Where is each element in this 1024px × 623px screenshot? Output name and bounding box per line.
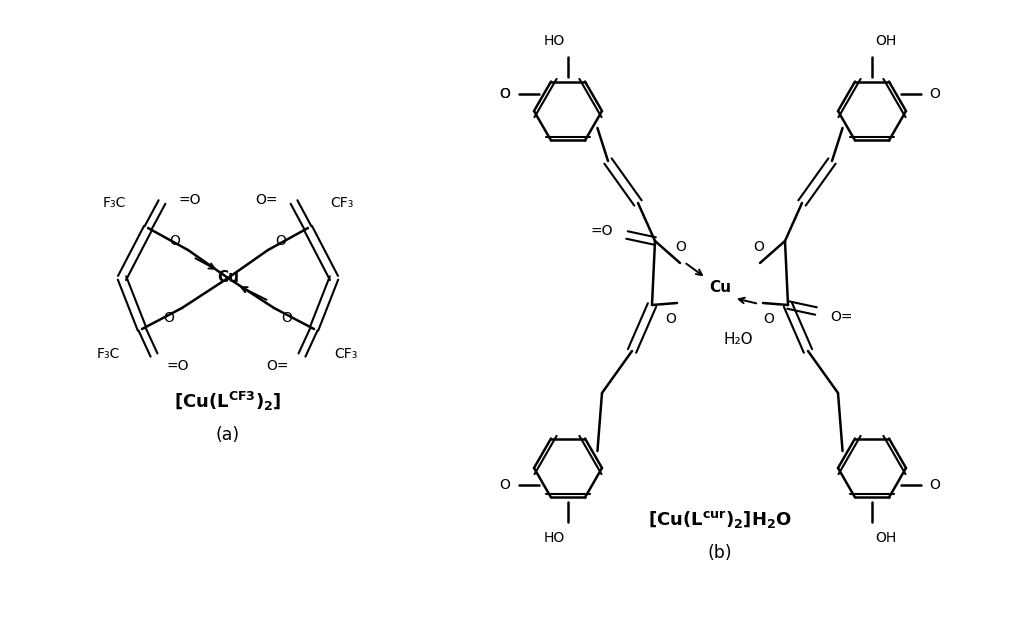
Text: HO: HO <box>544 531 565 545</box>
Text: H₂O: H₂O <box>723 333 753 348</box>
Text: =O: =O <box>591 224 613 238</box>
Text: F₃C: F₃C <box>102 196 126 210</box>
Text: Cu: Cu <box>709 280 731 295</box>
Text: O: O <box>170 234 180 248</box>
Text: CF₃: CF₃ <box>334 347 357 361</box>
Text: CF₃: CF₃ <box>330 196 353 210</box>
Text: O=: O= <box>266 359 289 373</box>
Text: O: O <box>754 240 765 254</box>
Text: O: O <box>930 87 940 101</box>
Text: O=: O= <box>256 193 278 207</box>
Text: $\mathbf{[Cu(L^{cur})_2]H_2O}$: $\mathbf{[Cu(L^{cur})_2]H_2O}$ <box>648 509 792 531</box>
Text: O: O <box>164 311 174 325</box>
Text: O=: O= <box>830 310 853 324</box>
Text: O: O <box>500 478 511 492</box>
Text: OH: OH <box>874 34 896 48</box>
Text: O: O <box>500 87 511 101</box>
Text: OH: OH <box>874 531 896 545</box>
Text: HO: HO <box>544 34 565 48</box>
Text: O: O <box>282 311 293 325</box>
Text: (b): (b) <box>708 544 732 562</box>
Text: Cu: Cu <box>217 270 239 285</box>
Text: O: O <box>764 312 774 326</box>
Text: O: O <box>930 478 940 492</box>
Text: =O: =O <box>167 359 189 373</box>
Text: F₃C: F₃C <box>96 347 120 361</box>
Text: O: O <box>676 240 686 254</box>
Text: O: O <box>275 234 287 248</box>
Text: (a): (a) <box>216 426 240 444</box>
Text: $\mathbf{[Cu(L^{CF3})_2]}$: $\mathbf{[Cu(L^{CF3})_2]}$ <box>174 389 282 412</box>
Text: =O: =O <box>178 193 201 207</box>
Text: O: O <box>500 87 511 101</box>
Text: O: O <box>666 312 677 326</box>
